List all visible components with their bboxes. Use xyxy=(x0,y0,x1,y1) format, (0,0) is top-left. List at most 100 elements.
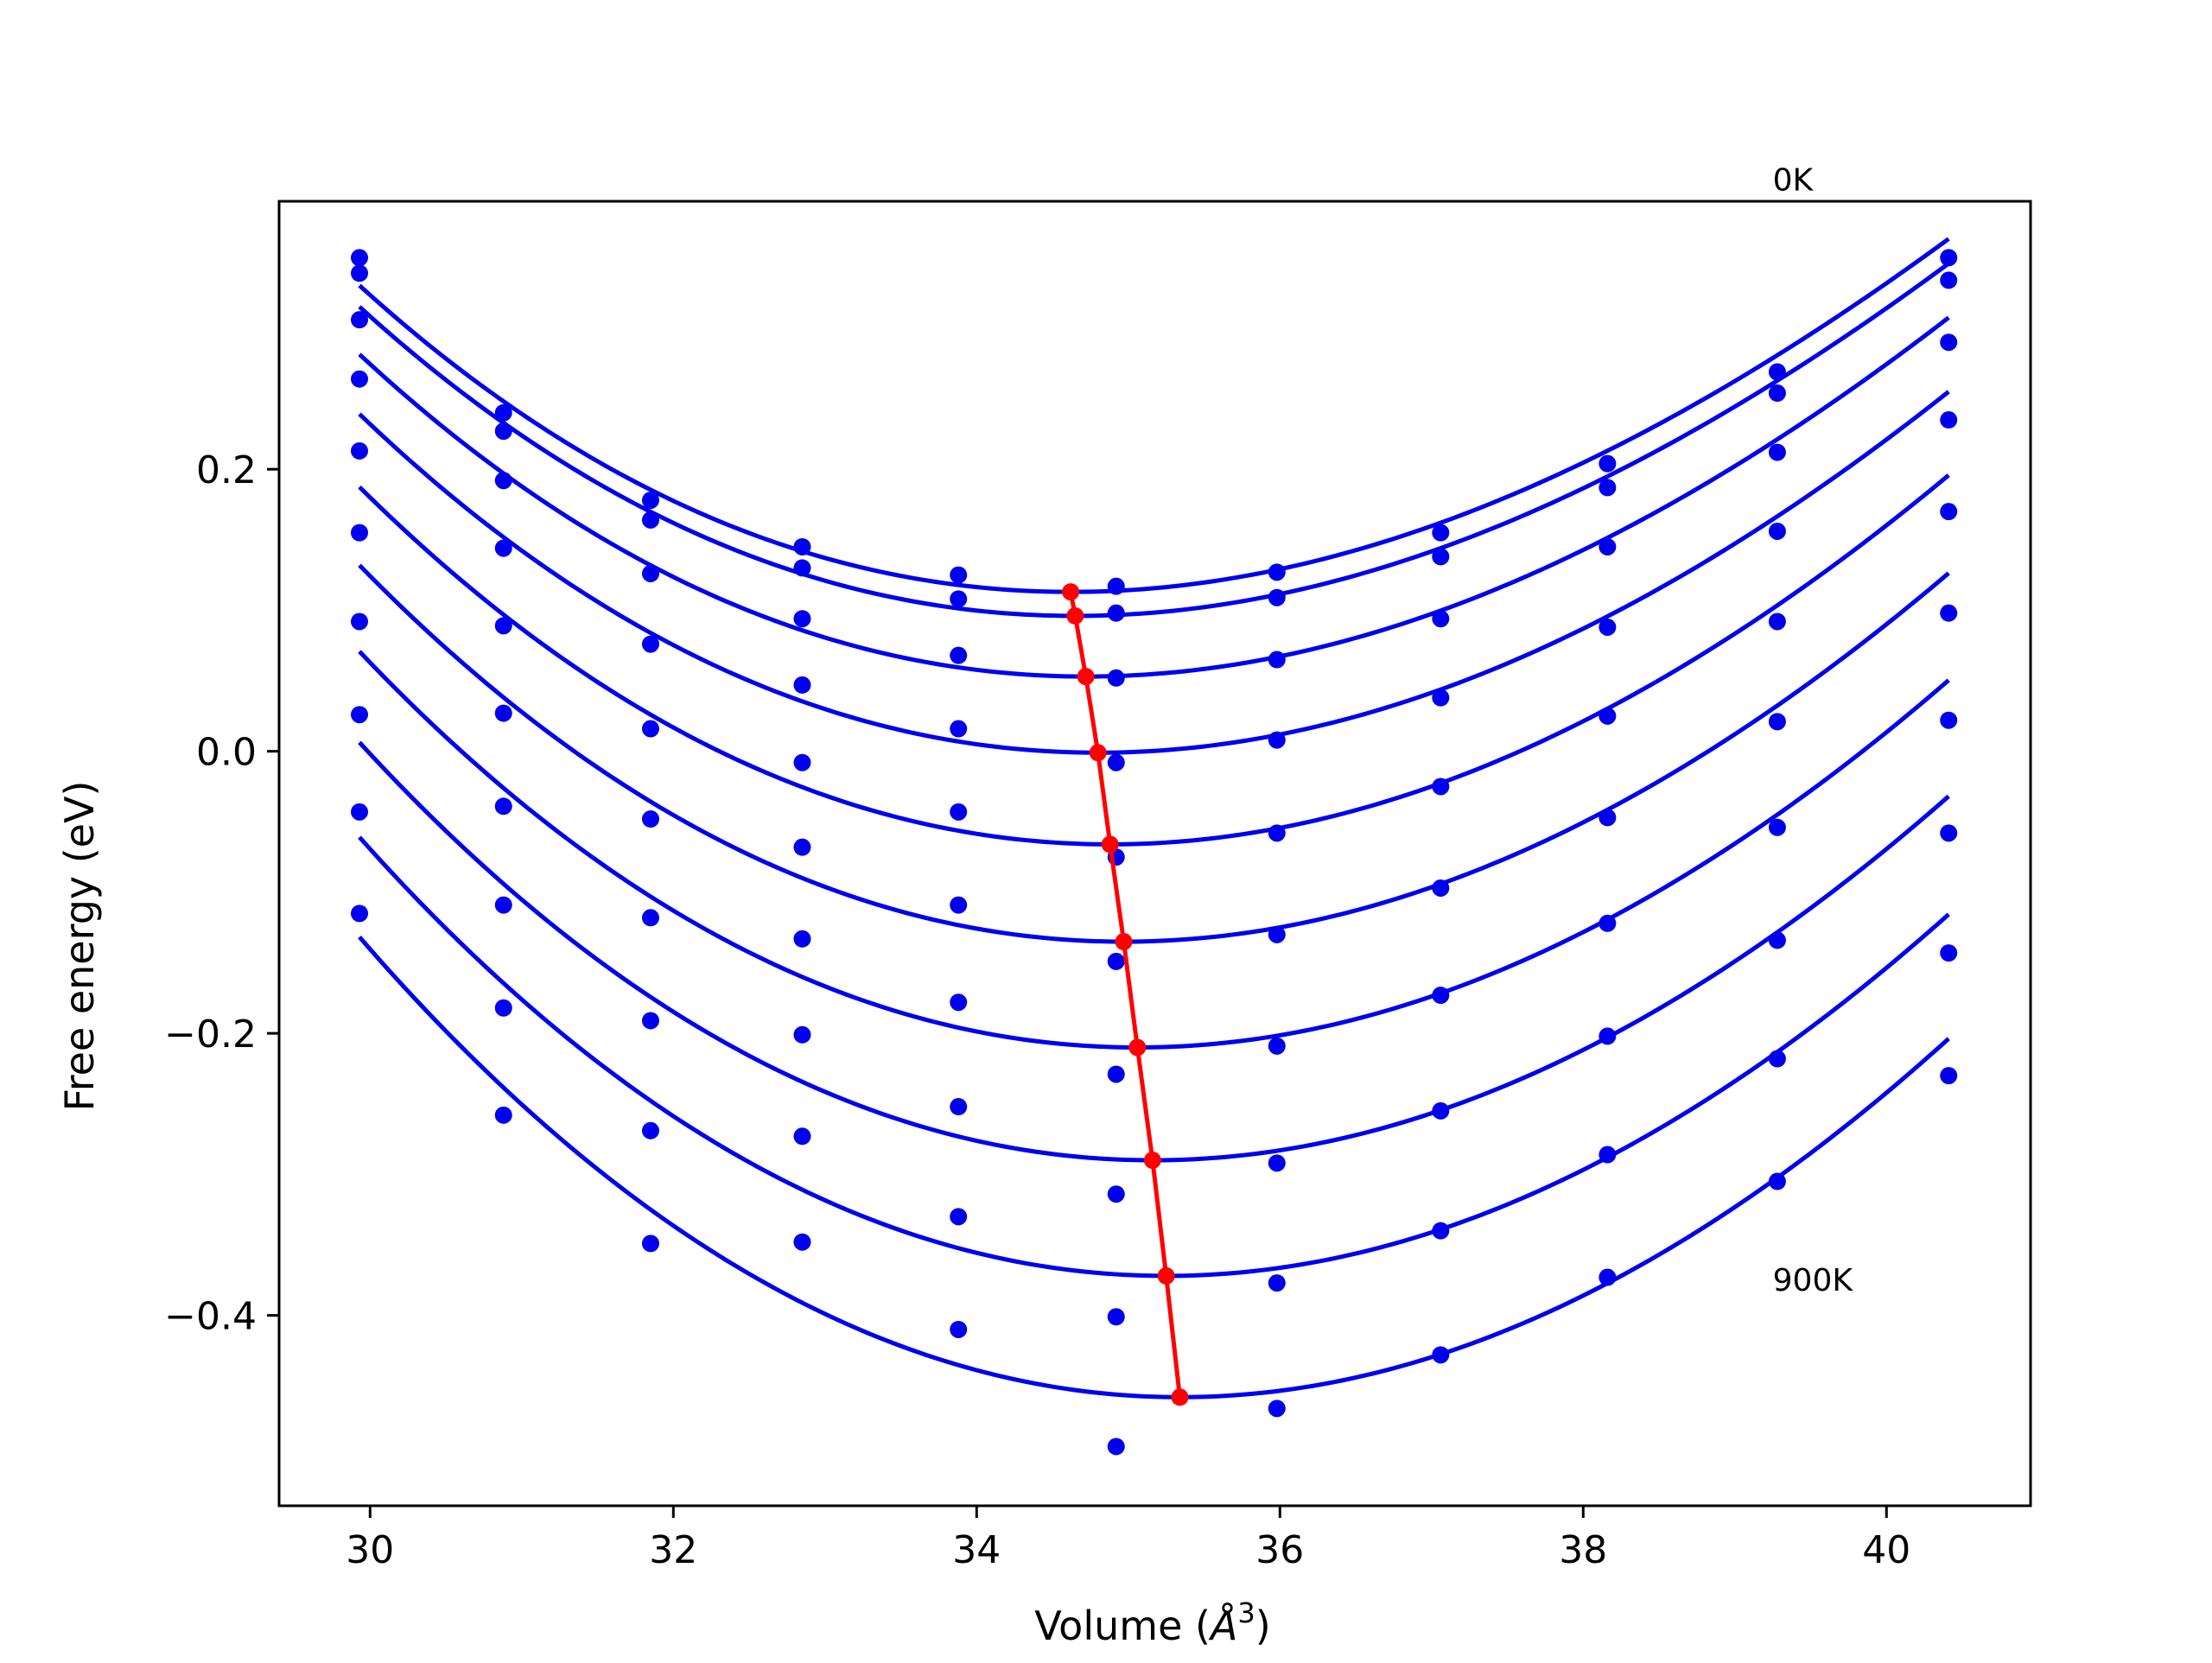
data-point-s3-5 xyxy=(950,646,968,664)
data-point-s7-4 xyxy=(793,930,811,948)
data-point-s7-9 xyxy=(1599,914,1617,932)
data-point-s8-10 xyxy=(1768,931,1786,949)
x-tick-label: 40 xyxy=(1862,1528,1910,1572)
data-point-s4-6 xyxy=(1107,753,1125,771)
data-point-s1-9 xyxy=(1599,454,1617,473)
data-point-s2-3 xyxy=(641,511,659,529)
data-point-s3-10 xyxy=(1768,443,1786,461)
x-tick-label: 32 xyxy=(649,1528,697,1572)
data-point-s3-11 xyxy=(1940,333,1958,352)
y-tick-label: −0.2 xyxy=(164,1012,257,1057)
data-point-s8-7 xyxy=(1268,1154,1286,1172)
data-point-s10-1 xyxy=(351,904,369,923)
data-point-s5-10 xyxy=(1768,613,1786,631)
minimum-point-7 xyxy=(1128,1038,1147,1057)
data-point-s8-8 xyxy=(1432,1101,1450,1120)
data-point-s6-10 xyxy=(1768,713,1786,731)
data-point-s7-5 xyxy=(950,993,968,1012)
minimum-point-6 xyxy=(1115,933,1133,951)
plot-content xyxy=(351,237,1958,1456)
axes-frame xyxy=(277,200,2032,1507)
data-point-s4-2 xyxy=(494,539,512,557)
fit-curve-2 xyxy=(358,261,1950,619)
data-point-s9-2 xyxy=(494,999,512,1017)
data-point-s2-5 xyxy=(950,590,968,608)
data-point-s8-1 xyxy=(351,706,369,724)
data-point-s2-8 xyxy=(1432,548,1450,566)
data-point-s9-8 xyxy=(1432,1222,1450,1240)
data-point-s5-3 xyxy=(641,720,659,738)
data-point-s4-8 xyxy=(1432,689,1450,707)
data-point-s5-1 xyxy=(351,441,369,460)
data-point-s1-10 xyxy=(1768,363,1786,381)
data-point-s4-1 xyxy=(351,370,369,388)
data-point-s6-1 xyxy=(351,524,369,542)
data-point-s7-8 xyxy=(1432,987,1450,1005)
equilibrium-volume-line xyxy=(1068,591,1182,1398)
data-point-s8-9 xyxy=(1599,1027,1617,1045)
data-point-s8-2 xyxy=(494,896,512,914)
data-point-s7-1 xyxy=(351,613,369,631)
data-point-s5-7 xyxy=(1268,824,1286,842)
x-axis-label-unit: Å xyxy=(1208,1603,1237,1649)
data-point-s7-6 xyxy=(1107,1065,1125,1083)
data-point-s1-5 xyxy=(950,566,968,584)
minimum-point-8 xyxy=(1143,1152,1161,1170)
data-point-s6-11 xyxy=(1940,604,1958,622)
data-point-s3-1 xyxy=(351,311,369,329)
data-point-s3-7 xyxy=(1268,651,1286,669)
data-point-s7-7 xyxy=(1268,1037,1286,1055)
data-point-s7-3 xyxy=(641,909,659,927)
data-point-s5-2 xyxy=(494,617,512,635)
fit-curve-1 xyxy=(358,237,1950,594)
minimum-point-9 xyxy=(1157,1266,1175,1285)
data-point-s2-10 xyxy=(1768,384,1786,403)
data-point-s3-8 xyxy=(1432,610,1450,628)
data-point-s3-2 xyxy=(494,472,512,490)
data-point-s8-6 xyxy=(1107,1185,1125,1203)
data-point-s6-9 xyxy=(1599,809,1617,827)
data-point-s1-7 xyxy=(1268,563,1286,581)
data-point-s2-11 xyxy=(1940,271,1958,289)
data-point-s9-4 xyxy=(793,1127,811,1146)
data-point-s6-3 xyxy=(641,810,659,828)
data-point-s6-4 xyxy=(793,838,811,856)
data-point-s5-9 xyxy=(1599,707,1617,725)
temperature-annotation-1: 0K xyxy=(1773,163,1815,199)
x-axis-label-superscript: 3 xyxy=(1237,1596,1255,1629)
data-point-s2-7 xyxy=(1268,588,1286,606)
fit-curve-6 xyxy=(358,563,1950,944)
fit-curve-4 xyxy=(358,390,1950,755)
data-point-s1-6 xyxy=(1107,577,1125,595)
data-point-s8-11 xyxy=(1940,824,1958,842)
ticks: 30 32 34 36 38 40 −0.4 −0.2 0.0 0.2 xyxy=(164,448,1910,1572)
data-point-s6-5 xyxy=(950,896,968,914)
data-point-s10-11 xyxy=(1940,1067,1958,1085)
data-point-s7-11 xyxy=(1940,711,1958,729)
data-point-s7-10 xyxy=(1768,818,1786,836)
data-point-s9-3 xyxy=(641,1121,659,1139)
fit-curve-7 xyxy=(358,650,1950,1050)
data-point-s3-9 xyxy=(1599,537,1617,555)
data-point-s8-5 xyxy=(950,1098,968,1116)
data-point-s1-2 xyxy=(494,403,512,422)
fit-curve-9 xyxy=(358,835,1950,1279)
data-point-s6-2 xyxy=(494,704,512,722)
y-axis-label: Free energy (eV) xyxy=(56,781,103,1112)
data-point-s9-10 xyxy=(1768,1050,1786,1068)
data-point-s2-2 xyxy=(494,422,512,441)
minimum-point-2 xyxy=(1066,606,1084,625)
data-point-s9-6 xyxy=(1107,1308,1125,1326)
data-point-s4-5 xyxy=(950,720,968,738)
data-point-s7-2 xyxy=(494,797,512,816)
temperature-annotation-2: 900K xyxy=(1773,1263,1854,1298)
data-point-s4-3 xyxy=(641,635,659,653)
data-point-s9-1 xyxy=(351,803,369,821)
data-point-s3-6 xyxy=(1107,669,1125,687)
data-point-s1-11 xyxy=(1940,249,1958,267)
data-point-s10-4 xyxy=(793,1233,811,1251)
x-axis-label: Volume (Å3) xyxy=(1034,1596,1270,1649)
x-tick-label: 30 xyxy=(346,1528,394,1572)
